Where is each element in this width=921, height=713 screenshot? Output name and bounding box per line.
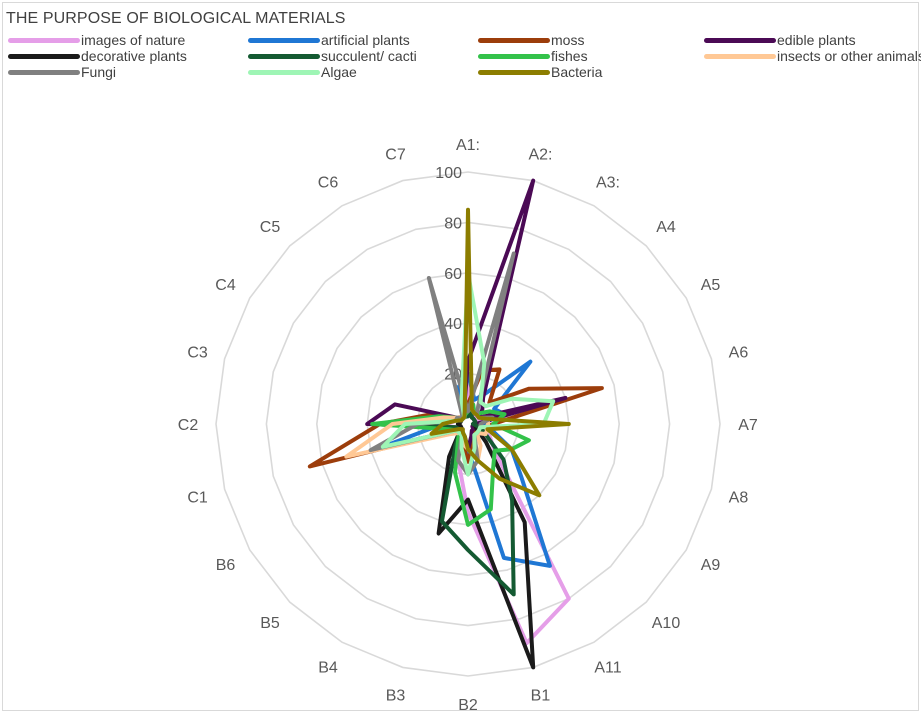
axis-label: A8	[729, 489, 749, 506]
axis-label: C1	[187, 489, 208, 506]
legend-swatch	[8, 53, 80, 59]
chart-title: THE PURPOSE OF BIOLOGICAL MATERIALS	[6, 10, 346, 27]
axis-label: C2	[178, 417, 199, 434]
legend-item: decorative plants	[8, 48, 187, 64]
legend-label: Fungi	[81, 64, 117, 80]
legend-label: images of nature	[81, 32, 186, 48]
legend-label: Algae	[321, 64, 357, 80]
axis-label: A11	[594, 659, 621, 676]
axis-label: A5	[701, 277, 721, 294]
axis-label: A3:	[596, 175, 620, 192]
axis-label: B2	[458, 697, 478, 713]
legend-item: insects or other animals	[704, 48, 921, 64]
axis-label: A7	[738, 417, 758, 434]
tick-label: 60	[444, 266, 462, 283]
legend-item: Bacteria	[478, 64, 602, 80]
series-line	[429, 207, 571, 498]
legend-swatch	[8, 37, 80, 43]
legend-swatch	[704, 37, 776, 43]
axis-label: A10	[652, 615, 681, 632]
axis-label: C7	[385, 147, 406, 164]
axis-label: B5	[260, 615, 280, 632]
legend-label: moss	[551, 32, 585, 48]
legend-label: edible plants	[777, 32, 856, 48]
legend-label: fishes	[551, 48, 588, 64]
legend-label: succulent/ cacti	[321, 48, 417, 64]
axis-label: B6	[216, 557, 236, 574]
legend-item: edible plants	[704, 32, 856, 48]
legend-swatch	[478, 53, 550, 59]
grid-ring	[315, 271, 621, 577]
grid-ring	[265, 221, 671, 627]
legend-swatch	[248, 37, 320, 43]
axis-label: A9	[701, 557, 721, 574]
axis-labels: A1: A2: A3: A4 A5 A6 A7 A8 A9 A10 A11 B1 B2 B3 B4 B5 B6 C…	[178, 137, 758, 713]
legend-swatch	[478, 37, 550, 43]
axis-label: A2:	[528, 147, 552, 164]
axis-label: C6	[318, 175, 339, 192]
legend-swatch	[8, 69, 80, 75]
grid-ring	[215, 171, 721, 677]
axis-label: B4	[318, 659, 338, 676]
axis-label: A6	[729, 345, 749, 362]
tick-label: 80	[444, 215, 462, 232]
legend-item: moss	[478, 32, 584, 48]
legend-swatch	[248, 53, 320, 59]
legend-item: Fungi	[8, 64, 116, 80]
axis-label: C4	[215, 277, 236, 294]
legend-label: Bacteria	[551, 64, 603, 80]
axis-label: A1:	[456, 137, 480, 154]
legend-item: artificial plants	[248, 32, 410, 48]
legend-label: artificial plants	[321, 32, 410, 48]
legend-swatch	[478, 69, 550, 75]
axis-label: A4	[656, 219, 676, 236]
axis-label: B3	[386, 687, 406, 704]
tick-label: 40	[444, 316, 462, 333]
legend-item: succulent/ cacti	[248, 48, 417, 64]
legend-item: images of nature	[8, 32, 185, 48]
legend-label: insects or other animals	[777, 48, 921, 64]
legend-label: decorative plants	[81, 48, 187, 64]
legend-item: fishes	[478, 48, 588, 64]
tick-label: 100	[435, 165, 462, 182]
legend-swatch	[704, 53, 776, 59]
axis-label: B1	[531, 687, 551, 704]
axis-label: C5	[260, 219, 281, 236]
legend-item: Algae	[248, 64, 357, 80]
axis-label: C3	[187, 345, 208, 362]
legend-swatch	[248, 69, 320, 75]
series-lines	[307, 178, 604, 670]
